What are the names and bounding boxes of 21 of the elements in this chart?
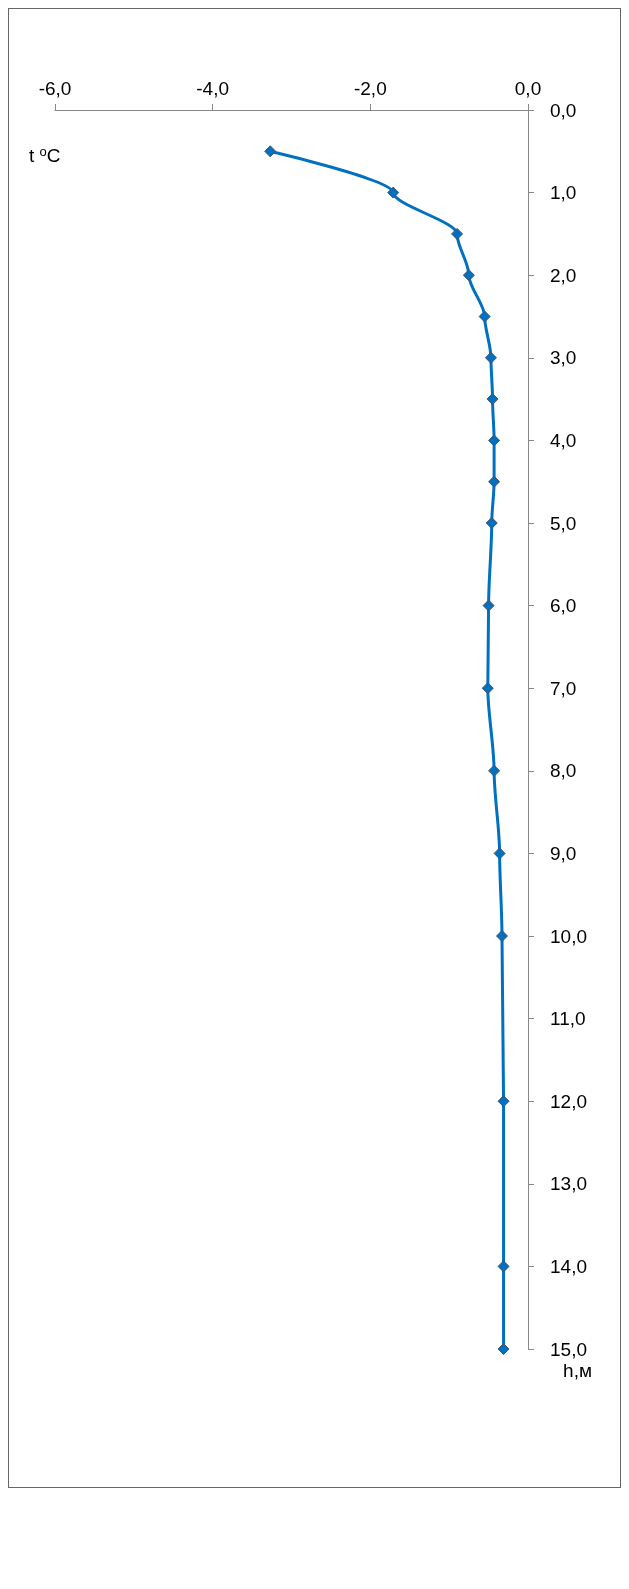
y-tick-label: 2,0 [550,264,577,286]
y-tick-label: 14,0 [550,1255,587,1277]
x-tick-label: 0,0 [514,78,542,99]
y-tick-label: 5,0 [550,512,577,534]
y-tick-label: 1,0 [550,182,577,204]
y-tick-label: 9,0 [550,842,577,864]
y-tick-label: 8,0 [550,760,577,782]
y-tick-label: 13,0 [550,1173,587,1195]
x-tick-label: -2,0 [353,78,387,99]
y-tick-label: 15,0 [550,1338,587,1360]
y-tick-label: 3,0 [550,347,577,369]
y-tick-label: 11,0 [550,1008,586,1030]
y-tick-label: 4,0 [550,429,577,451]
y-axis-title: h,м [563,1360,593,1381]
y-tick-label: 12,0 [550,1090,587,1112]
x-tick-label: -4,0 [196,78,230,99]
y-tick-label: 10,0 [550,925,587,947]
y-tick-label: 7,0 [550,677,577,699]
x-tick-label: -6,0 [38,78,72,99]
y-tick-label: 0,0 [550,99,577,121]
y-tick-label: 6,0 [550,595,577,617]
